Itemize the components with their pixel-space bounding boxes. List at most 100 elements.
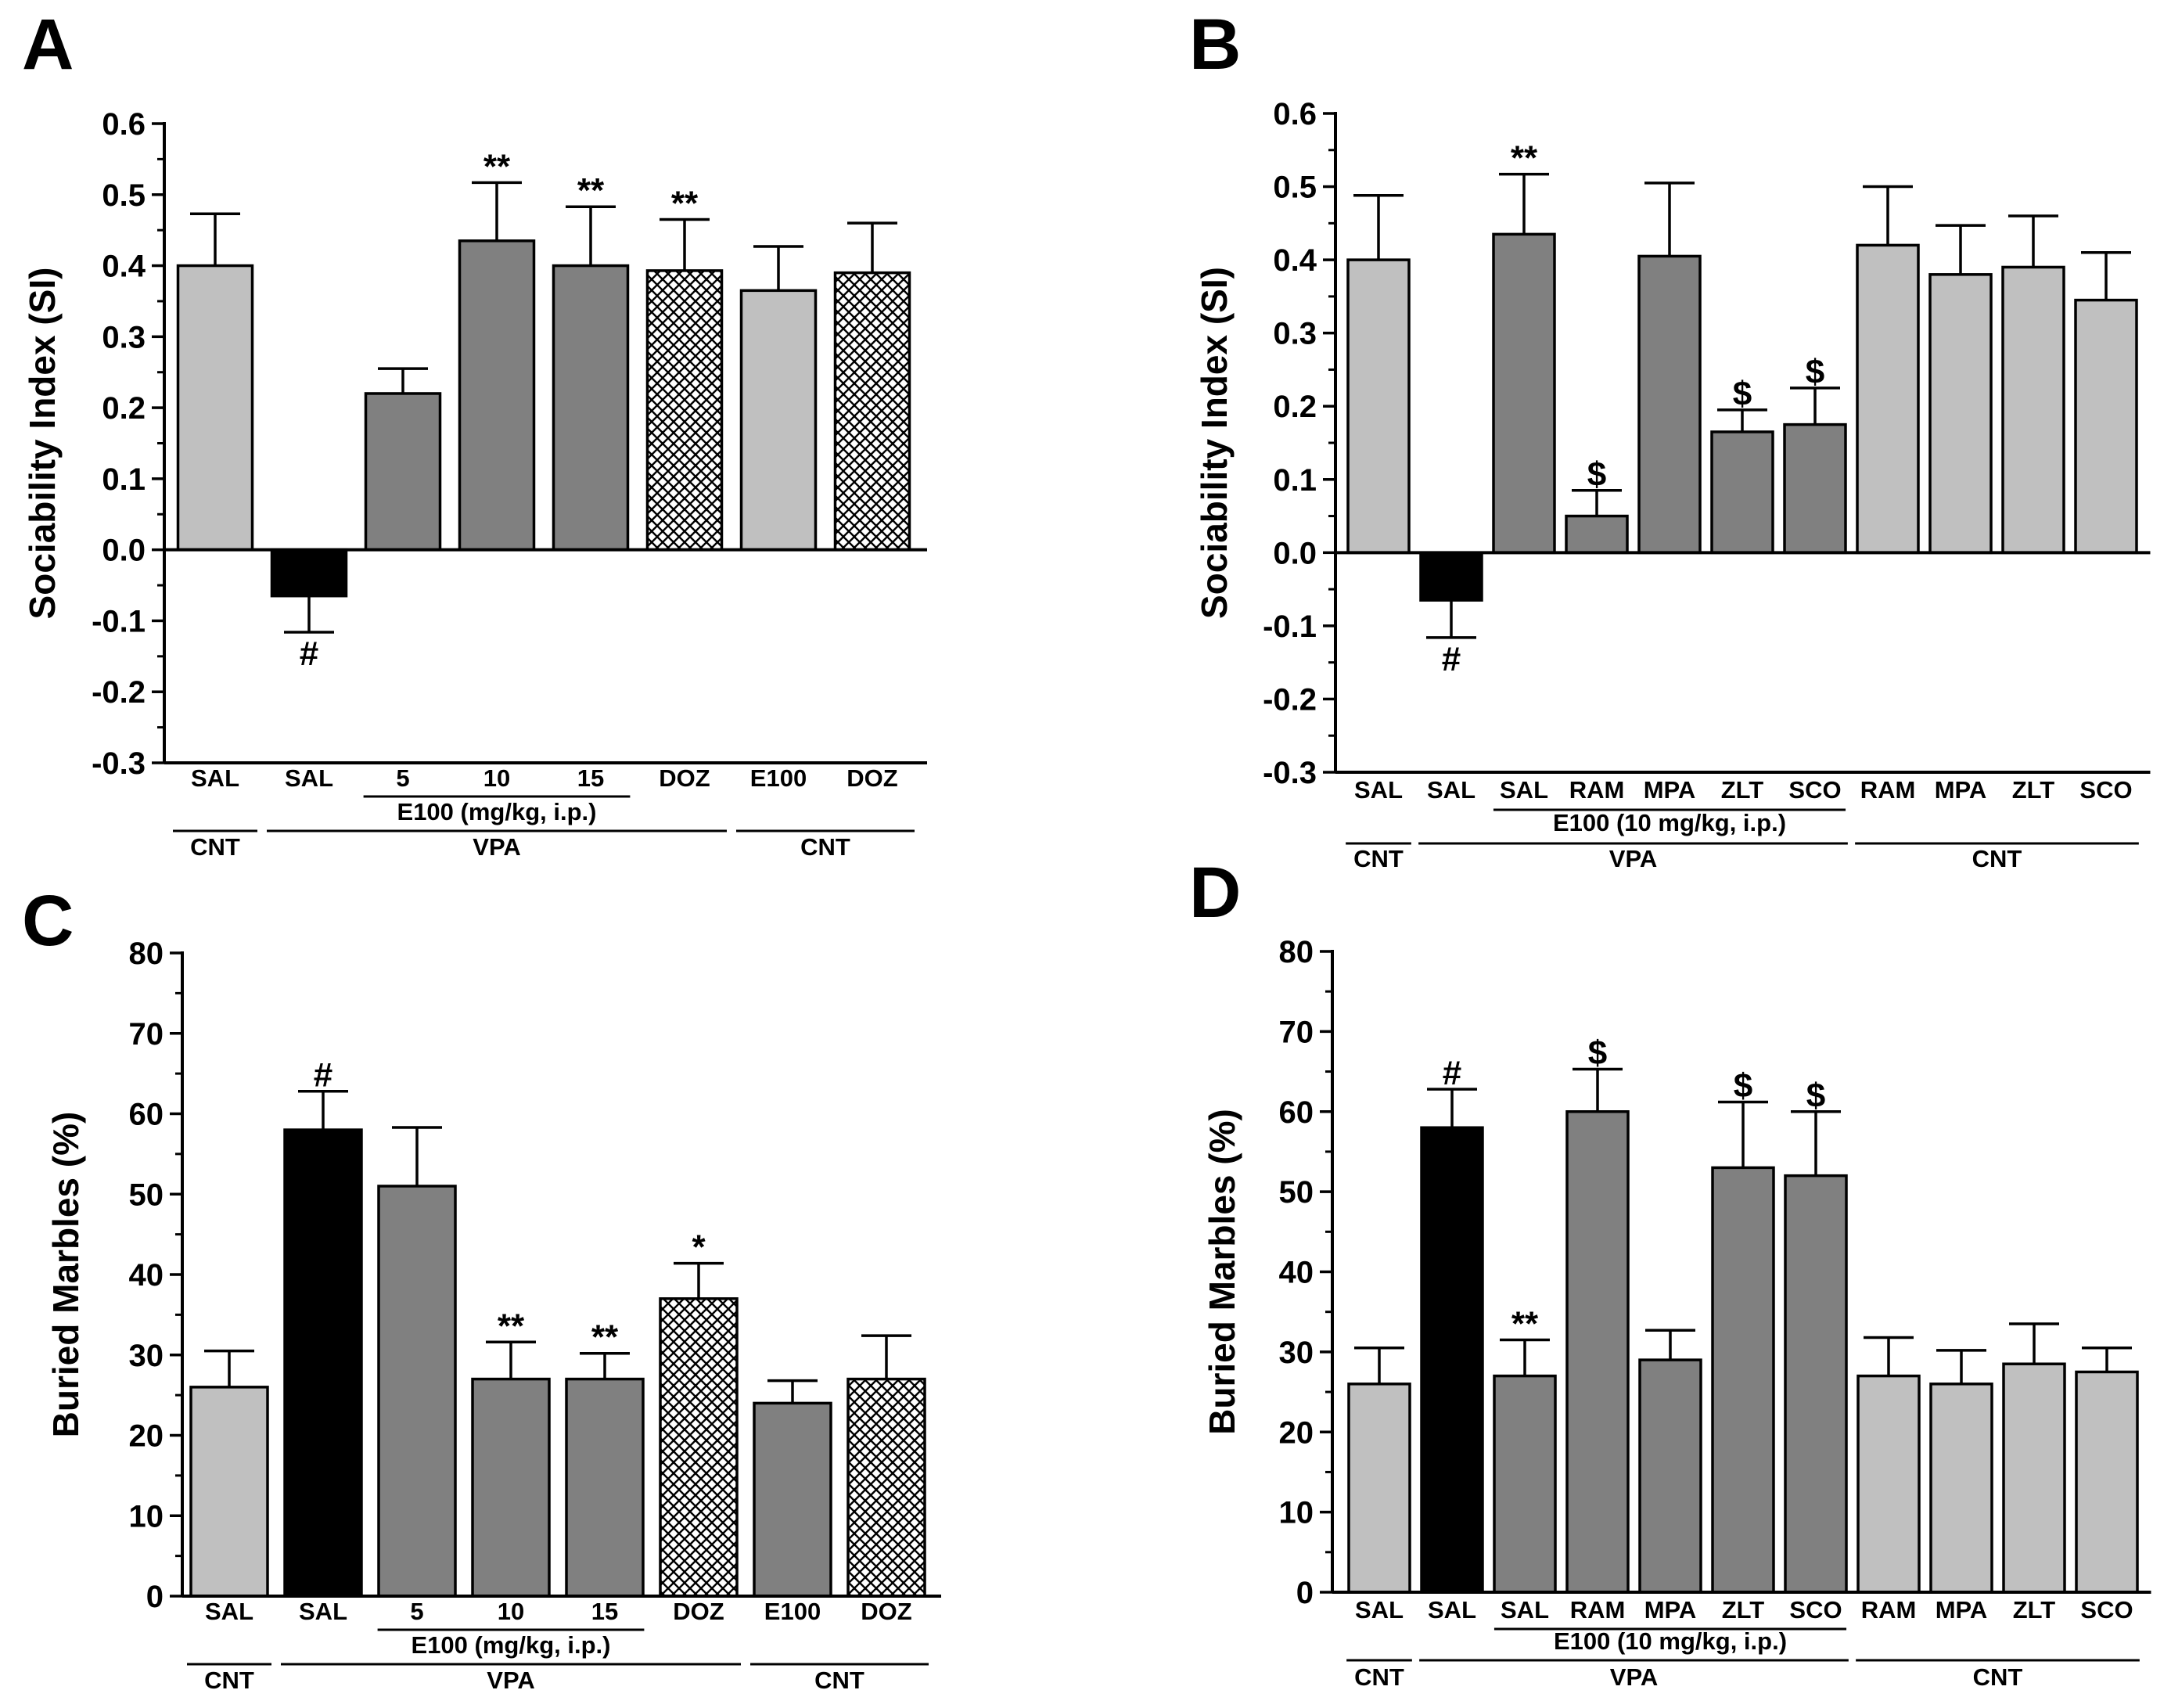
panel-a-category-label: 15 [577,764,604,792]
panel-b-bar [2074,298,2138,555]
panel-a-category-label: SAL [191,764,239,792]
panel-b-category-label: MPA [1644,776,1696,804]
panel-a-y-tick-label: -0.1 [92,604,146,638]
panel-b-category-label: MPA [1935,776,1987,804]
panel-d-significance-mark: $ [1734,1066,1752,1105]
panel-c-group-label: CNT [814,1667,864,1694]
panel-b-bar [1637,254,1702,555]
panel-d-bar [2075,1370,2139,1594]
panel-b-bar [1419,551,1483,602]
panel-d-group-label: CNT [1973,1663,2023,1691]
panel-d-category-label: ZLT [2013,1596,2056,1623]
panel-a-bar [270,548,348,598]
panel-c-bar [753,1401,832,1598]
panel-d-letter: D [1189,853,1241,933]
panel-a-bar [552,264,630,552]
panel-c-y-tick-label: 50 [129,1178,164,1212]
panel-c-y-tick-label: 30 [129,1339,164,1373]
panel-a-y-tick-label: -0.2 [92,675,146,710]
panel-b-y-tick-label: 0.0 [1273,536,1317,570]
panel-d-y-tick-label: 0 [1296,1576,1314,1610]
panel-c-category-label: SAL [299,1598,347,1625]
panel-a-y-tick-label: 0.3 [102,320,146,354]
panel-d-y-axis-title: Buried Marbles (%) [1202,1109,1242,1435]
panel-c-bar [189,1386,269,1598]
panel-c-category-label: 15 [591,1598,618,1625]
panel-b-significance-mark: # [1442,640,1461,678]
panel-a-bar [458,239,536,552]
panel-b-y-tick-label: -0.2 [1263,682,1317,717]
panel-a-bar [364,392,442,552]
panel-d-bar [1347,1383,1411,1594]
panel-d-bar [1856,1374,1921,1594]
panel-b-chart: B 0.6 0.5 0.4 0.3 0.2 0.1 0.0 -0.1 -0.2 -0.3 Sociab… [1189,5,2151,872]
panel-c-y-tick-label: 80 [129,937,164,971]
panel-c-category-label: 5 [410,1598,423,1625]
panel-c-significance-mark: ** [498,1307,525,1345]
panel-c-significance-mark: # [314,1056,332,1095]
panel-c-bar [846,1377,926,1598]
panel-d-y-tick-label: 50 [1279,1175,1314,1210]
panel-d-group-label: VPA [1610,1663,1658,1691]
panel-d-y-tick-label: 70 [1279,1015,1314,1049]
panel-b-bar [1565,514,1629,555]
panel-b-bar [1856,243,1920,555]
panel-c-category-label: DOZ [673,1598,724,1625]
panel-d-group-label: CNT [1354,1663,1404,1691]
panel-a-category-label: DOZ [846,764,898,792]
panel-a-y-tick-label: 0.4 [102,250,146,284]
panel-d-bar [1638,1358,1702,1594]
panel-b-category-label: SAL [1427,776,1475,804]
panel-c-y-tick-label: 0 [146,1580,164,1614]
panel-d-category-label: ZLT [1722,1596,1765,1623]
panel-b-bar [1346,258,1411,555]
panel-b-y-tick-label: 0.4 [1273,243,1317,278]
panel-b-bar [2001,265,2065,555]
panel-b-y-tick-label: 0.2 [1273,390,1317,424]
panel-b-category-label: SCO [1788,776,1841,804]
panel-a-bar [739,289,818,552]
panel-a-category-label: 10 [483,764,510,792]
panel-a-category-label: SAL [285,764,333,792]
panel-a-significance-mark: # [300,635,318,673]
panel-b-y-tick-label: 0.5 [1273,171,1317,205]
panel-c-bar [283,1128,363,1598]
panel-d-category-label: SAL [1501,1596,1549,1623]
panel-d-category-label: SCO [1789,1596,1842,1623]
panel-a-category-label: E100 [750,764,807,792]
panel-b-group-label: VPA [1609,845,1657,872]
panel-b-category-label: RAM [1860,776,1916,804]
panel-d-y-tick-label: 20 [1279,1415,1314,1450]
panel-d-bar [1784,1174,1848,1594]
panel-a-y-tick-label: 0.2 [102,391,146,426]
panel-d-category-label: SAL [1428,1596,1476,1623]
panel-c-bar [377,1185,457,1598]
panel-d-bar [1565,1110,1630,1594]
panel-b-y-tick-label: 0.6 [1273,97,1317,131]
panel-c-y-tick-label: 60 [129,1098,164,1132]
panel-d-significance-mark: $ [1588,1034,1607,1072]
panel-d-y-tick-label: 10 [1279,1496,1314,1530]
panel-a-y-tick-label: 0.1 [102,462,146,497]
panel-b-y-tick-label: -0.1 [1263,609,1317,644]
panel-d-category-label: RAM [1570,1596,1626,1623]
panel-b-group-label: CNT [1353,845,1404,872]
panel-a-significance-mark: ** [671,185,699,223]
panel-a-y-tick-label: 0.5 [102,178,146,213]
panel-c-category-label: DOZ [861,1598,912,1625]
panel-c-bar [565,1377,645,1598]
panel-c-y-tick-label: 10 [129,1499,164,1534]
panel-d-significance-mark: $ [1806,1077,1825,1115]
panel-d-category-label: SAL [1355,1596,1404,1623]
panel-d-category-label: RAM [1861,1596,1917,1623]
panel-b-group-label: CNT [1972,845,2022,872]
panel-c-significance-mark: * [692,1228,706,1267]
panel-a-letter: A [22,5,74,85]
panel-b-significance-mark: $ [1587,455,1606,494]
panel-d-bar [1420,1126,1484,1594]
panel-b-y-tick-label: 0.1 [1273,463,1317,498]
panel-a-bar [833,271,911,552]
panel-c-category-label: E100 [764,1598,821,1625]
